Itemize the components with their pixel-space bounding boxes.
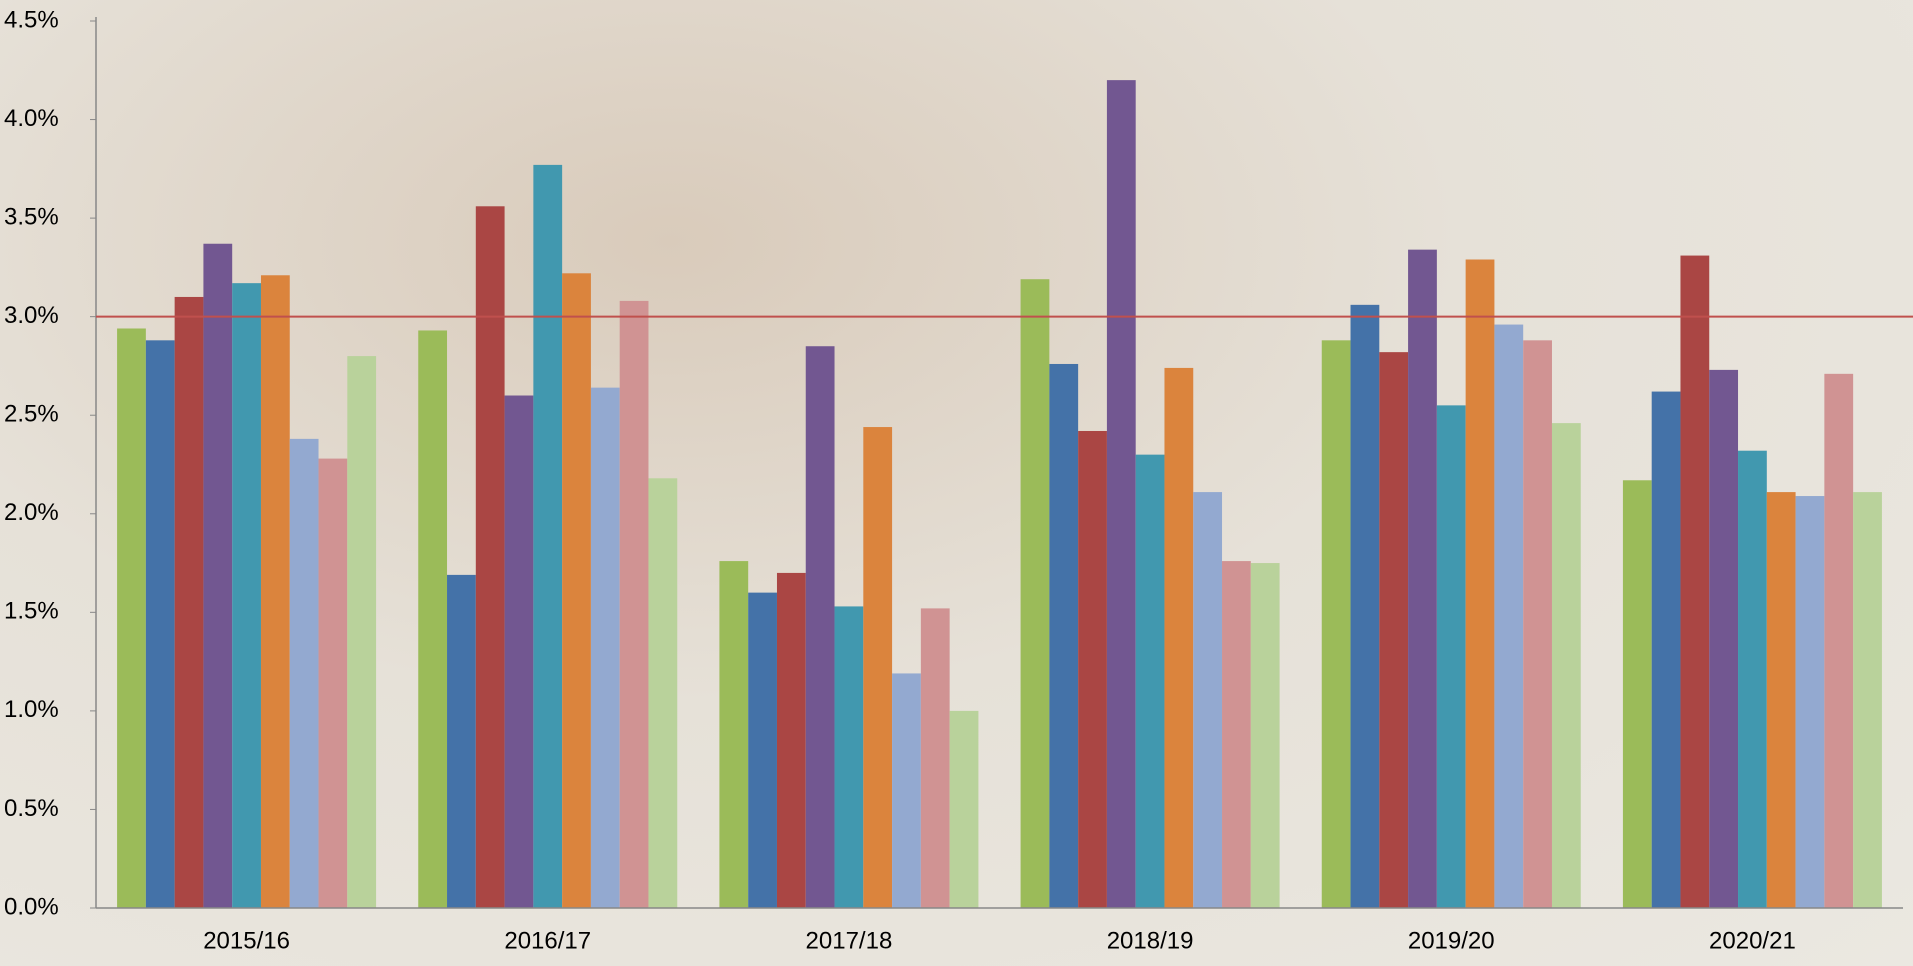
bar [1766,492,1796,908]
bar [1106,80,1136,909]
bar [1135,454,1165,908]
bar [1222,561,1251,908]
bar [776,572,806,908]
bar [1164,367,1194,909]
bar [418,330,448,908]
y-tick-label: 3.0% [4,302,59,329]
bar [1738,450,1767,908]
x-tick-label: 2020/21 [1709,927,1796,954]
y-tick-label: 0.0% [4,893,59,920]
x-tick-label: 2016/17 [504,927,591,954]
bar [203,243,233,909]
bar [719,561,749,908]
bar [289,438,319,908]
y-tick-label: 1.0% [4,696,59,723]
x-tick-label: 2019/20 [1408,927,1495,954]
bar [1853,492,1882,908]
bar [504,395,534,908]
bar [533,164,563,908]
x-tick-label: 2018/19 [1107,927,1194,954]
bar [590,387,620,908]
bar [648,478,678,908]
bar [475,206,505,909]
bar [1078,430,1107,908]
bar [1523,340,1552,908]
bar [318,458,348,908]
y-tick-label: 0.5% [4,795,59,822]
bar [1551,423,1581,908]
bar [1049,363,1079,908]
x-tick-label: 2017/18 [806,927,893,954]
bar [619,300,649,908]
y-tick-label: 3.5% [4,203,59,230]
bar [1408,249,1437,908]
bar [347,356,377,909]
bar [1795,496,1825,908]
y-tick-label: 4.0% [4,105,59,132]
bar [232,283,261,908]
bar [117,328,146,908]
bar [1379,352,1409,908]
bar [1465,259,1495,908]
bar [834,606,864,908]
bar [1824,373,1854,909]
bar [1680,255,1710,908]
x-tick-label: 2015/16 [203,927,290,954]
bar [1651,391,1681,909]
bar [1622,480,1652,908]
bar [920,608,950,908]
bar [1494,324,1524,908]
y-tick-label: 1.5% [4,598,59,625]
bar [174,296,204,908]
y-tick-label: 2.0% [4,499,59,526]
bar [1709,369,1739,908]
bar [892,673,921,908]
bar [949,710,979,908]
bar [1436,405,1466,908]
bar [562,273,591,908]
y-tick-label: 4.5% [4,6,59,33]
bar [447,574,476,908]
bar [1350,304,1380,909]
bar [1250,563,1280,908]
bar [748,592,777,908]
bar [1020,279,1050,908]
bar [260,275,290,909]
bar [1193,492,1223,908]
bar [1321,340,1351,908]
bar [805,346,835,908]
bar [145,340,175,908]
bar [863,427,893,908]
y-tick-label: 2.5% [4,401,59,428]
